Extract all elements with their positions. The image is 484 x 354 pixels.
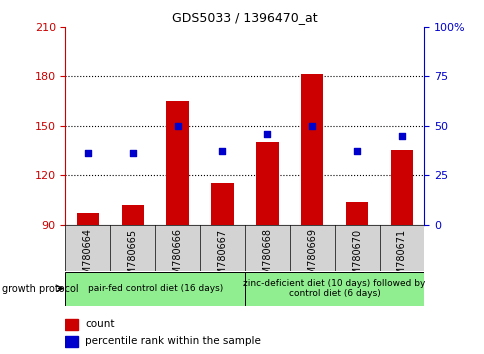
Bar: [65, 336, 78, 347]
Title: GDS5033 / 1396470_at: GDS5033 / 1396470_at: [172, 11, 317, 24]
Bar: [390, 150, 412, 225]
Bar: [121, 205, 144, 225]
FancyBboxPatch shape: [65, 272, 244, 306]
Text: GSM780668: GSM780668: [262, 228, 272, 287]
Bar: [256, 142, 278, 225]
Bar: [301, 74, 323, 225]
Point: [218, 149, 226, 154]
Text: GSM780667: GSM780667: [217, 228, 227, 287]
Text: GSM780666: GSM780666: [172, 228, 182, 287]
Bar: [65, 319, 78, 330]
Point: [263, 131, 271, 136]
Text: pair-fed control diet (16 days): pair-fed control diet (16 days): [88, 284, 222, 293]
FancyBboxPatch shape: [244, 272, 424, 306]
Bar: [166, 101, 188, 225]
Point: [129, 150, 136, 156]
Text: percentile rank within the sample: percentile rank within the sample: [85, 336, 260, 346]
Text: GSM780665: GSM780665: [127, 228, 137, 287]
Text: GSM780671: GSM780671: [396, 228, 406, 287]
Point: [308, 123, 316, 129]
Bar: [211, 183, 233, 225]
Point: [173, 123, 181, 129]
Point: [84, 150, 91, 156]
Text: GSM780670: GSM780670: [351, 228, 362, 287]
Point: [352, 149, 360, 154]
Text: GSM780664: GSM780664: [83, 228, 93, 287]
Text: zinc-deficient diet (10 days) followed by
control diet (6 days): zinc-deficient diet (10 days) followed b…: [243, 279, 425, 298]
Bar: [76, 213, 99, 225]
Point: [397, 133, 405, 138]
Text: count: count: [85, 319, 115, 329]
Text: GSM780669: GSM780669: [306, 228, 317, 287]
Bar: [345, 202, 367, 225]
Text: growth protocol: growth protocol: [2, 284, 79, 293]
